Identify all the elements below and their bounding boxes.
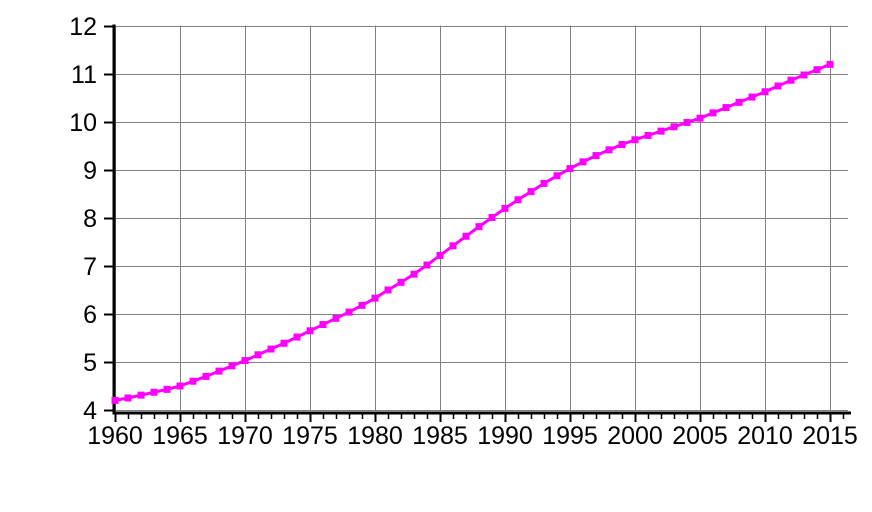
- data-point-1965: [176, 382, 184, 390]
- data-point-2007: [722, 104, 730, 112]
- data-point-2009: [748, 93, 756, 101]
- y-tick-label: 9: [83, 157, 97, 185]
- y-tick-label: 8: [83, 205, 97, 233]
- data-point-2012: [787, 76, 795, 84]
- data-point-1971: [254, 351, 262, 359]
- data-point-1972: [267, 345, 275, 353]
- data-point-1983: [410, 270, 418, 278]
- data-point-2010: [761, 88, 769, 96]
- x-tick-label: 1990: [477, 422, 533, 450]
- y-tick-label: 6: [83, 301, 97, 329]
- data-point-1979: [358, 301, 366, 309]
- x-tick-label: 2005: [672, 422, 728, 450]
- data-point-2001: [644, 131, 652, 139]
- data-point-1993: [540, 179, 548, 187]
- data-point-1970: [241, 357, 249, 365]
- data-point-2011: [774, 82, 782, 90]
- x-minor-ticks: [127, 414, 845, 419]
- data-point-2004: [683, 118, 691, 126]
- data-point-1984: [423, 261, 431, 269]
- x-tick-labels: 1960 1965 1970 1975 1980 1985 1990 1995 2000 2005…: [87, 422, 858, 450]
- data-point-2008: [735, 98, 743, 106]
- data-point-1960: [111, 396, 119, 404]
- data-point-1991: [514, 196, 522, 204]
- data-point-1966: [189, 377, 197, 385]
- data-point-1985: [436, 251, 444, 259]
- data-point-2000: [631, 136, 639, 144]
- data-point-1996: [579, 158, 587, 166]
- x-tick-label: 2010: [737, 422, 793, 450]
- data-point-1995: [566, 165, 574, 173]
- y-tick-label: 5: [83, 349, 97, 377]
- data-point-1969: [228, 362, 236, 370]
- data-point-1997: [592, 152, 600, 160]
- data-point-1999: [618, 141, 626, 149]
- y-gridlines: [114, 26, 848, 411]
- data-point-1974: [293, 333, 301, 341]
- y-tick-label: 4: [83, 397, 97, 425]
- data-point-2002: [657, 127, 665, 135]
- data-point-1962: [137, 391, 145, 399]
- y-tick-label: 10: [69, 109, 97, 137]
- data-point-2005: [696, 114, 704, 122]
- x-major-ticks: [114, 414, 832, 422]
- y-ticks: [104, 25, 113, 412]
- data-point-1980: [371, 294, 379, 302]
- x-tick-label: 1980: [347, 422, 403, 450]
- data-point-2006: [709, 109, 717, 117]
- data-point-2003: [670, 123, 678, 131]
- data-point-1973: [280, 339, 288, 347]
- x-tick-label: 1965: [152, 422, 208, 450]
- data-point-1981: [384, 286, 392, 294]
- data-point-1978: [345, 308, 353, 316]
- x-tick-label: 1960: [87, 422, 143, 450]
- data-point-1961: [124, 394, 132, 402]
- data-point-1994: [553, 172, 561, 180]
- data-series-markers: [111, 60, 834, 404]
- data-point-1964: [163, 385, 171, 393]
- x-tick-label: 2015: [802, 422, 858, 450]
- x-tick-label: 1985: [412, 422, 468, 450]
- x-tick-label: 2000: [607, 422, 663, 450]
- data-point-2015: [826, 60, 834, 68]
- data-point-1977: [332, 314, 340, 322]
- y-tick-label: 12: [69, 13, 97, 41]
- x-tick-label: 1975: [282, 422, 338, 450]
- data-point-2013: [800, 71, 808, 79]
- data-point-1982: [397, 278, 405, 286]
- data-point-1990: [501, 204, 509, 212]
- x-tick-label: 1970: [217, 422, 273, 450]
- data-point-1998: [605, 146, 613, 154]
- data-point-1967: [202, 372, 210, 380]
- data-point-1988: [475, 223, 483, 231]
- data-point-1968: [215, 367, 223, 375]
- data-point-1986: [449, 242, 457, 250]
- y-tick-labels: 4 5 6 7 8 9 10 11 12: [69, 13, 97, 425]
- data-point-1989: [488, 214, 496, 222]
- data-point-1975: [306, 327, 314, 335]
- data-point-1963: [150, 388, 158, 396]
- x-tick-label: 1995: [542, 422, 598, 450]
- data-point-1987: [462, 232, 470, 240]
- y-tick-label: 11: [71, 61, 97, 89]
- data-point-2014: [813, 66, 821, 74]
- data-point-1992: [527, 188, 535, 196]
- y-tick-label: 7: [83, 253, 97, 281]
- data-point-1976: [319, 321, 327, 329]
